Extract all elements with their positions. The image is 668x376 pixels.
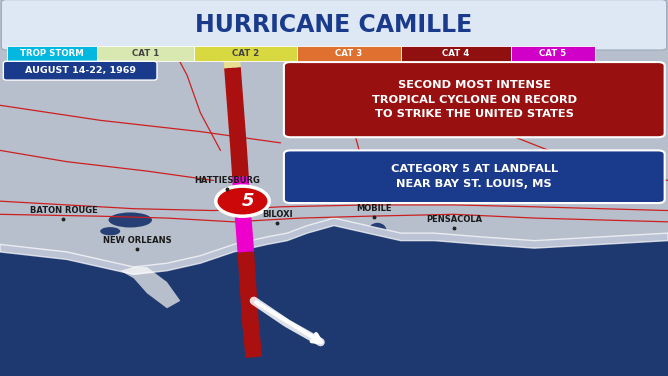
Text: BILOXI: BILOXI xyxy=(262,210,293,219)
Text: AUGUST 14-22, 1969: AUGUST 14-22, 1969 xyxy=(25,66,136,75)
Bar xyxy=(97,46,194,61)
Polygon shape xyxy=(0,0,668,267)
Ellipse shape xyxy=(368,223,387,240)
FancyBboxPatch shape xyxy=(284,150,665,203)
Text: 5: 5 xyxy=(242,192,254,210)
Text: CAT 3: CAT 3 xyxy=(335,49,363,58)
Bar xyxy=(401,46,511,61)
Text: MOBILE: MOBILE xyxy=(356,204,392,213)
Text: CAT 4: CAT 4 xyxy=(442,49,470,58)
Text: CAT 5: CAT 5 xyxy=(539,49,566,58)
FancyBboxPatch shape xyxy=(3,61,157,80)
Ellipse shape xyxy=(108,212,152,227)
Text: PENSACOLA: PENSACOLA xyxy=(426,215,482,224)
Ellipse shape xyxy=(100,227,120,235)
Text: CAT 1: CAT 1 xyxy=(132,49,159,58)
FancyBboxPatch shape xyxy=(284,62,665,137)
Text: NEW ORLEANS: NEW ORLEANS xyxy=(103,236,171,245)
Bar xyxy=(511,46,595,61)
Bar xyxy=(7,46,97,61)
Circle shape xyxy=(216,186,269,216)
Bar xyxy=(297,46,401,61)
Bar xyxy=(194,46,297,61)
FancyBboxPatch shape xyxy=(1,0,667,50)
Text: HURRICANE CAMILLE: HURRICANE CAMILLE xyxy=(195,13,473,37)
Text: HATTIESBURG: HATTIESBURG xyxy=(194,176,260,185)
Polygon shape xyxy=(0,218,668,376)
Text: CAT 2: CAT 2 xyxy=(232,49,259,58)
Polygon shape xyxy=(0,203,154,259)
Text: BATON ROUGE: BATON ROUGE xyxy=(29,206,98,215)
Text: TROP STORM: TROP STORM xyxy=(20,49,84,58)
Text: SECOND MOST INTENSE
TROPICAL CYCLONE ON RECORD
TO STRIKE THE UNITED STATES: SECOND MOST INTENSE TROPICAL CYCLONE ON … xyxy=(371,80,577,120)
Polygon shape xyxy=(120,267,180,308)
Text: CATEGORY 5 AT LANDFALL
NEAR BAY ST. LOUIS, MS: CATEGORY 5 AT LANDFALL NEAR BAY ST. LOUI… xyxy=(391,164,558,189)
